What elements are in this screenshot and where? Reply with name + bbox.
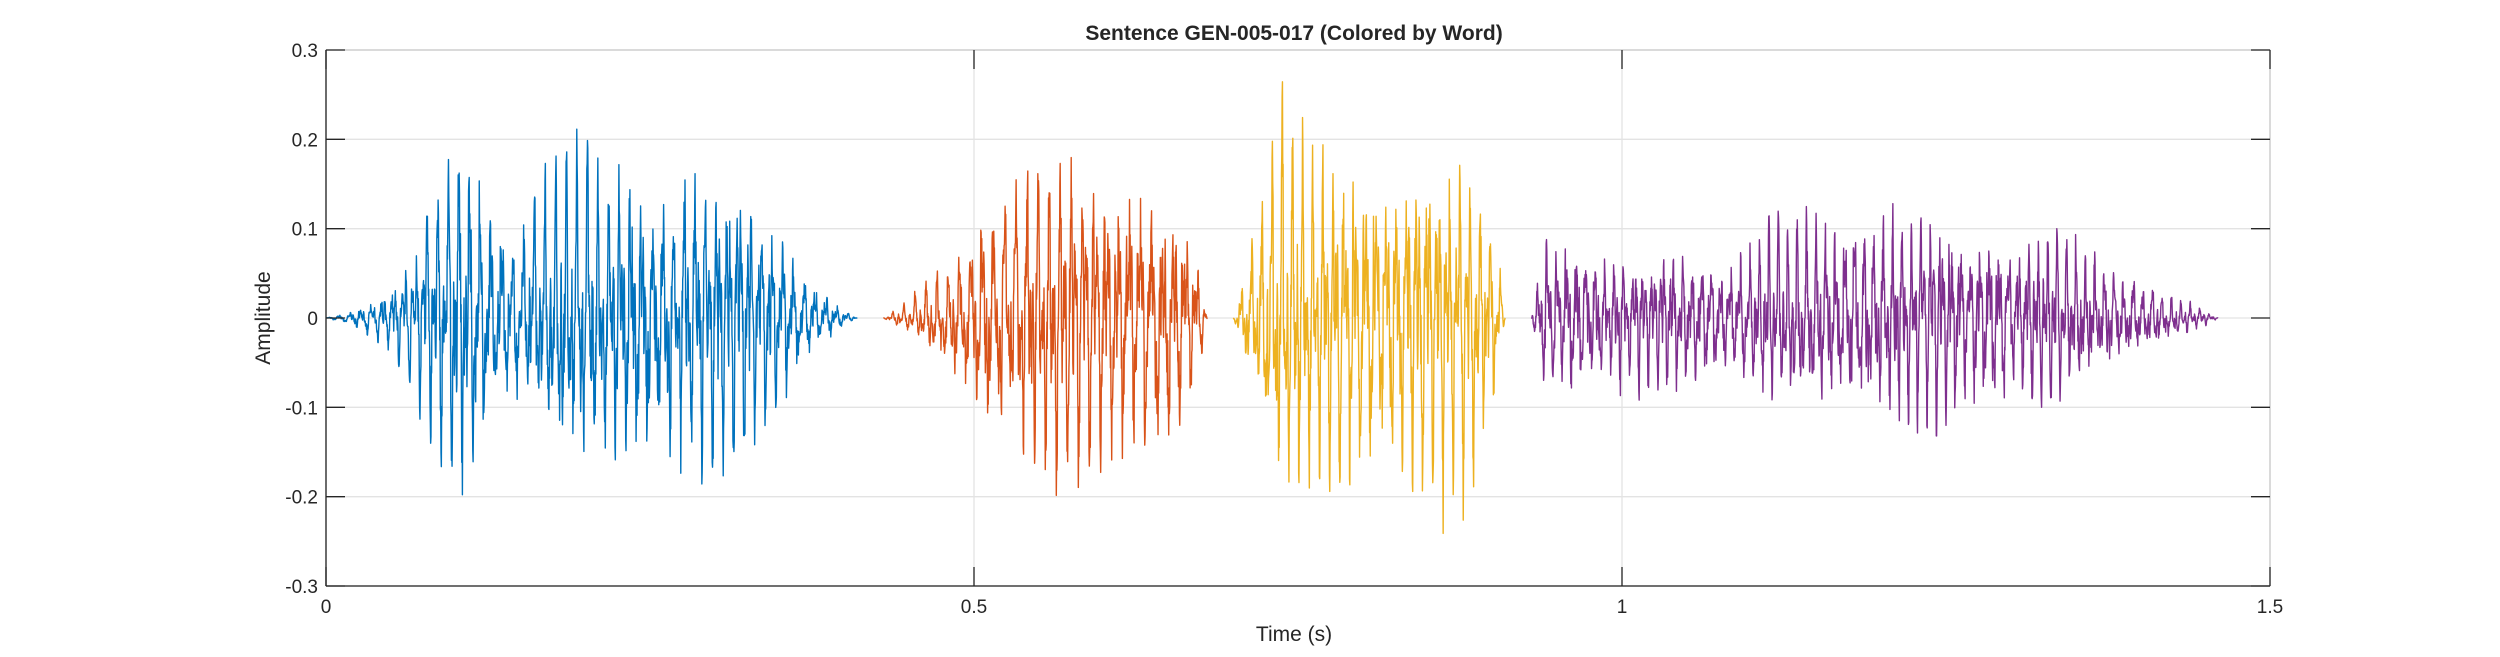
y-tick-label: -0.2	[285, 488, 318, 509]
chart-title: Sentence GEN-005-017 (Colored by Word)	[1085, 22, 1502, 45]
y-tick-label: -0.1	[285, 398, 318, 419]
x-tick-label: 1	[1617, 597, 1628, 618]
x-tick-label: 0	[321, 597, 332, 618]
waveform-segment-4	[1530, 202, 2219, 437]
x-tick-label: 1.5	[2257, 597, 2283, 618]
waveform-plot-area	[325, 81, 2219, 535]
y-tick-label: 0	[307, 309, 318, 330]
y-tick-label: 0.2	[292, 130, 318, 151]
waveform-segment-3	[1232, 81, 1506, 535]
x-tick-label: 0.5	[961, 597, 987, 618]
waveform-segment-2	[882, 156, 1208, 497]
y-axis-label: Amplitude	[252, 271, 275, 364]
y-tick-label: -0.3	[285, 577, 318, 598]
waveform-segment-1	[325, 128, 858, 496]
ticks: 0 0.5 1 1.5 0.3 0.2 0.1 0 -0.1 -0.2 -0.3	[285, 41, 2283, 618]
x-axis-label: Time (s)	[1256, 623, 1332, 646]
y-tick-label: 0.3	[292, 41, 318, 62]
y-tick-label: 0.1	[292, 220, 318, 241]
